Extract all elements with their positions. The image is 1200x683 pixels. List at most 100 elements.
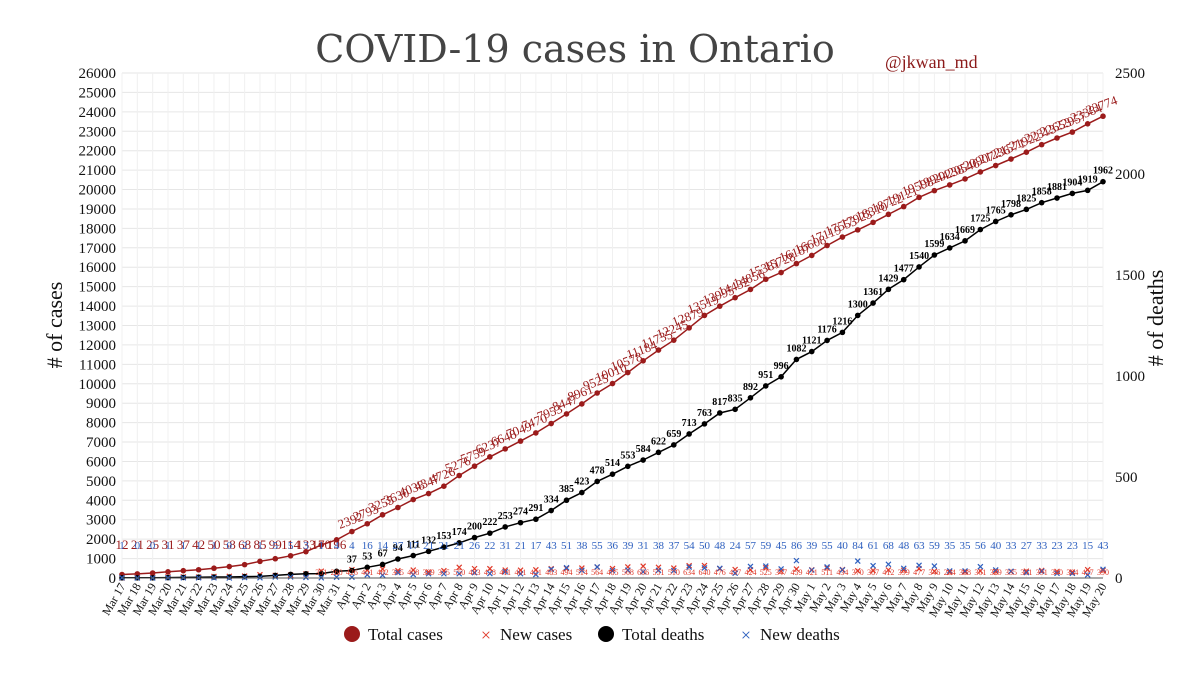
y2-tick-label: 2500 xyxy=(1115,66,1145,82)
data-point-total_deaths xyxy=(946,245,953,251)
data-label-total_deaths: 253 xyxy=(498,511,513,522)
data-point-total_cases xyxy=(395,504,401,511)
data-label-total_cases: 37 xyxy=(177,537,191,552)
data-label-new_deaths: 56 xyxy=(975,540,987,552)
data-point-total_deaths xyxy=(839,329,846,336)
data-label-new_deaths: 40 xyxy=(990,540,1002,552)
y-tick-label: 24000 xyxy=(79,105,117,121)
data-point-total_cases xyxy=(747,286,754,293)
data-label-total_deaths: 37 xyxy=(347,555,357,566)
data-point-new_deaths xyxy=(655,567,662,574)
data-label-new_cases: 483 xyxy=(545,568,557,577)
data-label-total_cases: 25 xyxy=(146,537,159,552)
data-label-total_cases: 114 xyxy=(281,537,301,552)
data-point-total_cases xyxy=(640,357,646,364)
data-point-new_deaths xyxy=(333,574,340,581)
data-point-new_deaths xyxy=(916,562,922,569)
y-tick-label: 26000 xyxy=(79,66,117,82)
data-point-total_cases xyxy=(379,511,386,518)
data-point-total_deaths xyxy=(609,471,616,477)
data-point-new_cases xyxy=(701,562,708,569)
data-point-total_cases xyxy=(272,555,279,562)
y-tick-label: 18000 xyxy=(79,221,117,237)
data-label-total_deaths: 817 xyxy=(712,397,727,408)
data-label-total_deaths: 892 xyxy=(743,382,758,393)
data-point-new_deaths xyxy=(594,563,601,570)
data-label-new_cases: 437 xyxy=(729,568,741,577)
data-label-total_deaths: 713 xyxy=(682,418,697,429)
data-label-new_deaths: 35 xyxy=(944,540,956,552)
data-point-total_cases xyxy=(870,219,876,226)
data-point-new_cases xyxy=(379,566,386,572)
data-label-new_deaths: 43 xyxy=(546,540,558,552)
data-point-new_deaths xyxy=(364,571,371,578)
data-point-new_deaths xyxy=(578,567,585,574)
data-label-new_deaths: 86 xyxy=(791,540,803,552)
data-label-new_cases: 525 xyxy=(760,568,772,577)
data-point-total_cases xyxy=(287,552,294,559)
data-point-total_cases xyxy=(854,227,861,233)
data-label-new_deaths: 1 xyxy=(119,540,125,552)
data-label-new_cases: 308 xyxy=(959,568,971,577)
data-point-new_deaths xyxy=(931,563,938,570)
data-label-new_deaths: 33 xyxy=(1036,540,1048,552)
data-point-new_cases xyxy=(394,567,401,574)
data-point-total_cases xyxy=(885,211,892,218)
data-label-new_deaths: 50 xyxy=(699,540,711,552)
data-point-new_deaths xyxy=(793,557,800,564)
data-label-total_deaths: 478 xyxy=(590,465,605,476)
data-label-new_deaths: 5 xyxy=(288,540,294,552)
data-label-total_deaths: 659 xyxy=(666,429,681,440)
data-label-new_cases: 361 xyxy=(974,568,986,577)
data-point-total_deaths xyxy=(548,507,554,514)
data-point-new_deaths xyxy=(440,570,447,577)
data-label-new_deaths: 14 xyxy=(377,540,389,552)
data-label-new_deaths: 43 xyxy=(1098,540,1110,552)
data-label-new_cases: 260 xyxy=(331,568,343,577)
data-label-new_deaths: 21 xyxy=(438,540,449,552)
data-point-total_deaths xyxy=(318,570,325,577)
data-point-total_deaths xyxy=(241,573,248,580)
data-point-total_deaths xyxy=(1054,195,1060,201)
data-point-new_deaths xyxy=(1069,570,1076,577)
data-label-new_cases: 434 xyxy=(836,568,848,577)
data-point-new_deaths xyxy=(716,565,723,572)
data-point-new_cases xyxy=(854,567,861,574)
data-label-new_cases: 606 xyxy=(637,568,649,577)
data-point-total_cases xyxy=(533,430,539,436)
data-point-total_deaths xyxy=(579,489,585,496)
data-label-total_deaths: 1825 xyxy=(1016,193,1036,204)
data-point-total_cases xyxy=(1008,156,1014,162)
data-point-total_cases xyxy=(839,234,846,240)
data-label-new_cases: 427 xyxy=(1082,568,1094,577)
data-label-new_deaths: 4 xyxy=(349,540,355,552)
data-label-new_cases: 514 xyxy=(576,568,588,577)
data-label-new_cases: 477 xyxy=(913,568,925,577)
y-tick-label: 0 xyxy=(109,571,117,587)
data-point-new_deaths xyxy=(609,567,616,574)
y-tick-label: 15000 xyxy=(79,280,117,296)
data-label-total_deaths: 385 xyxy=(559,484,574,495)
data-point-total_cases xyxy=(211,565,217,572)
data-label-new_deaths: 24 xyxy=(730,540,742,552)
data-label-total_deaths: 111 xyxy=(406,540,420,551)
data-point-total_cases xyxy=(762,276,769,283)
y-axis-label: # of cases xyxy=(42,282,67,369)
data-point-total_cases xyxy=(471,463,478,469)
data-label-new_deaths: 36 xyxy=(607,540,619,552)
data-point-new_cases xyxy=(824,565,831,571)
data-label-new_deaths: 15 xyxy=(1082,540,1094,552)
data-label-total_deaths: 1121 xyxy=(802,336,821,347)
data-point-total_deaths xyxy=(425,548,432,555)
data-point-new_deaths xyxy=(808,567,815,574)
data-label-new_cases: 375 xyxy=(392,568,404,577)
data-point-total_cases xyxy=(824,242,830,249)
data-point-total_deaths xyxy=(1008,212,1014,218)
data-point-new_deaths xyxy=(747,563,754,570)
data-point-total_deaths xyxy=(364,564,371,571)
y-tick-label: 5000 xyxy=(86,474,116,490)
data-label-new_deaths: 40 xyxy=(837,540,849,552)
data-point-new_cases xyxy=(1038,567,1045,574)
data-label-total_cases: 21 xyxy=(131,537,144,552)
data-point-new_deaths xyxy=(701,564,708,571)
